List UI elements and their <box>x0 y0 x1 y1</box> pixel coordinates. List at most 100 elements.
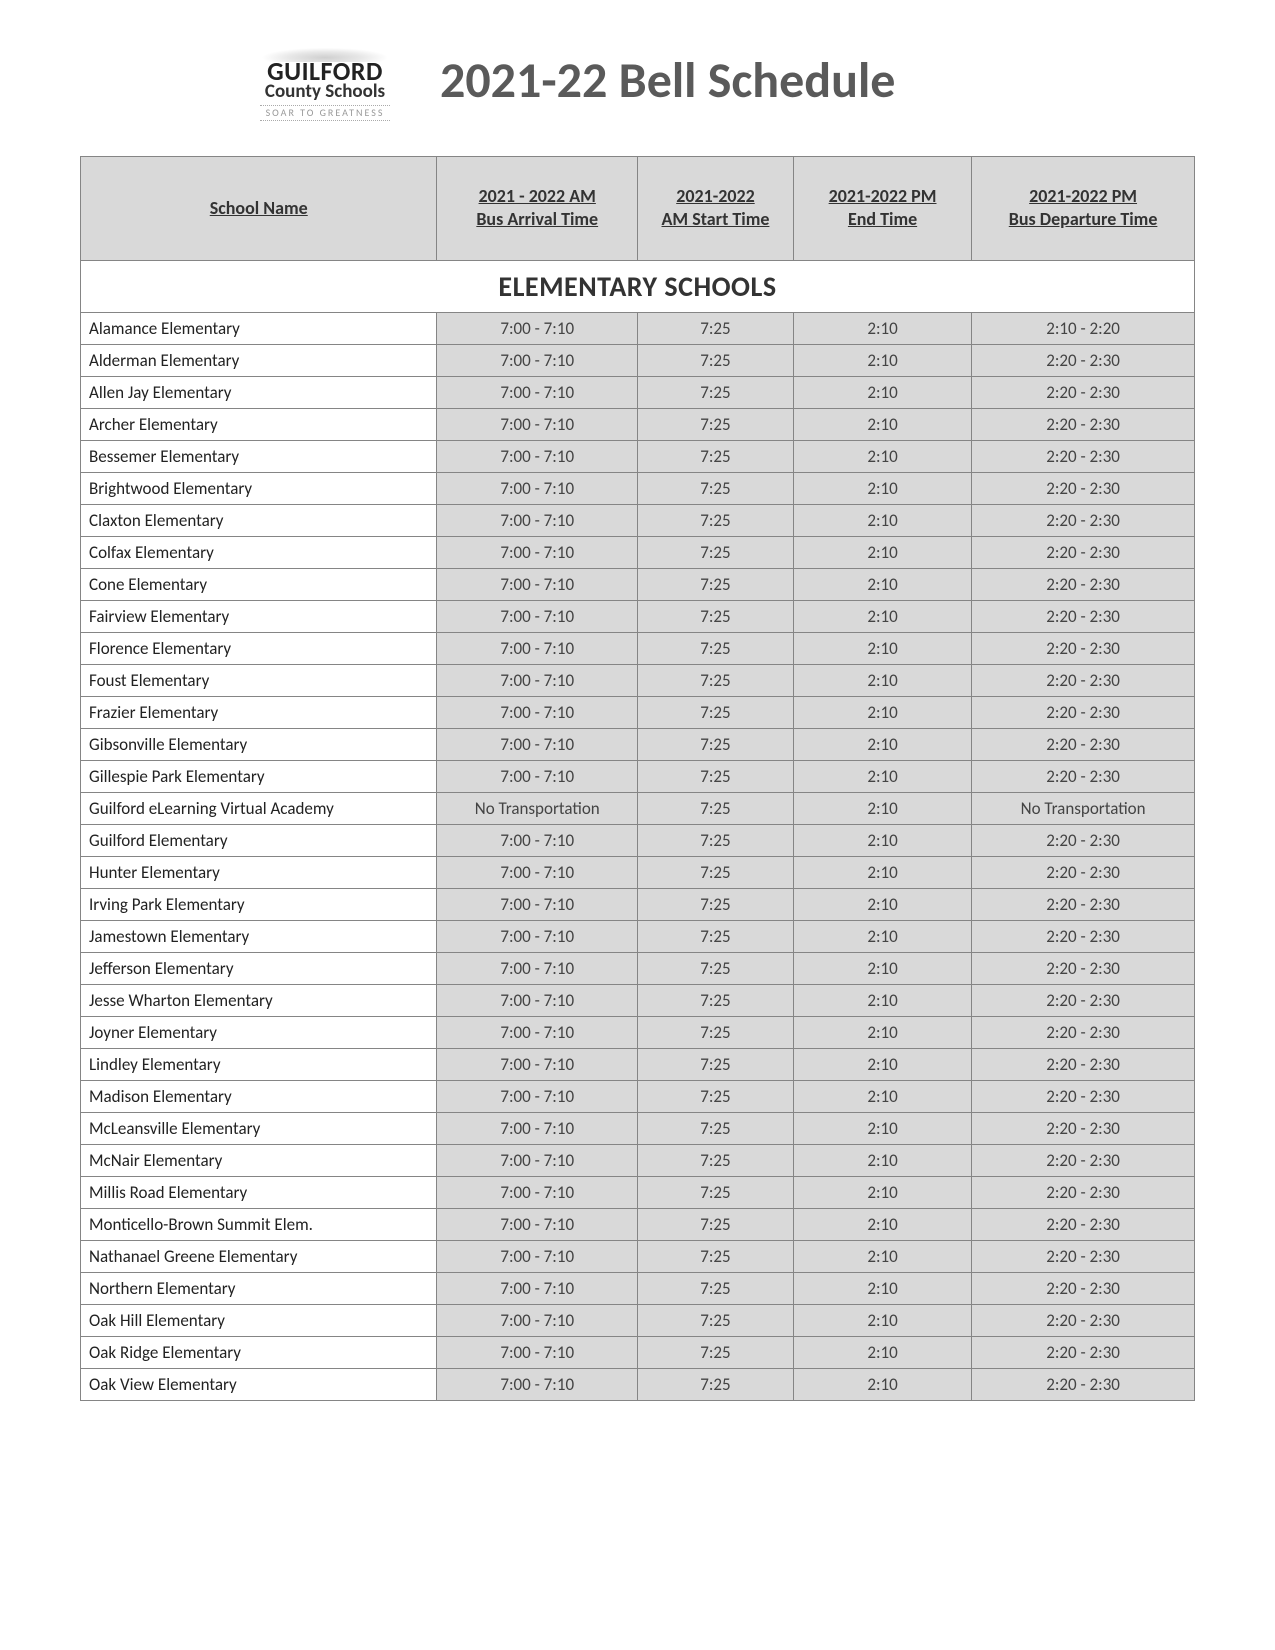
table-row: Claxton Elementary7:00 - 7:107:252:102:2… <box>81 504 1195 536</box>
time-cell: 7:25 <box>637 792 793 824</box>
time-cell: 2:20 - 2:30 <box>972 1144 1195 1176</box>
school-name-cell: Alderman Elementary <box>81 344 437 376</box>
time-cell: 2:10 <box>793 600 971 632</box>
table-row: Oak View Elementary7:00 - 7:107:252:102:… <box>81 1368 1195 1400</box>
school-name-cell: McLeansville Elementary <box>81 1112 437 1144</box>
table-row: Lindley Elementary7:00 - 7:107:252:102:2… <box>81 1048 1195 1080</box>
time-cell: 2:20 - 2:30 <box>972 568 1195 600</box>
time-cell: 7:00 - 7:10 <box>437 856 638 888</box>
time-cell: 7:00 - 7:10 <box>437 536 638 568</box>
time-cell: 2:20 - 2:30 <box>972 344 1195 376</box>
school-name-cell: Irving Park Elementary <box>81 888 437 920</box>
time-cell: 7:25 <box>637 1272 793 1304</box>
time-cell: 2:10 <box>793 920 971 952</box>
col-header-am-bus: 2021 - 2022 AMBus Arrival Time <box>437 157 638 261</box>
school-name-cell: Florence Elementary <box>81 632 437 664</box>
time-cell: 2:10 <box>793 1368 971 1400</box>
time-cell: 2:10 <box>793 376 971 408</box>
time-cell: 7:25 <box>637 376 793 408</box>
time-cell: 2:20 - 2:30 <box>972 376 1195 408</box>
table-row: McNair Elementary7:00 - 7:107:252:102:20… <box>81 1144 1195 1176</box>
school-name-cell: Madison Elementary <box>81 1080 437 1112</box>
time-cell: No Transportation <box>437 792 638 824</box>
time-cell: 2:20 - 2:30 <box>972 984 1195 1016</box>
time-cell: 2:20 - 2:30 <box>972 1112 1195 1144</box>
table-row: Archer Elementary7:00 - 7:107:252:102:20… <box>81 408 1195 440</box>
time-cell: 2:10 <box>793 1304 971 1336</box>
table-row: Gibsonville Elementary7:00 - 7:107:252:1… <box>81 728 1195 760</box>
time-cell: 2:20 - 2:30 <box>972 664 1195 696</box>
time-cell: 2:10 <box>793 632 971 664</box>
time-cell: 7:25 <box>637 600 793 632</box>
time-cell: 2:20 - 2:30 <box>972 888 1195 920</box>
time-cell: 7:00 - 7:10 <box>437 1304 638 1336</box>
time-cell: 2:20 - 2:30 <box>972 920 1195 952</box>
time-cell: 2:10 <box>793 856 971 888</box>
school-name-cell: Monticello-Brown Summit Elem. <box>81 1208 437 1240</box>
logo: GUILFORD County Schools SOAR TO GREATNES… <box>240 40 410 121</box>
school-name-cell: Allen Jay Elementary <box>81 376 437 408</box>
school-name-cell: Guilford Elementary <box>81 824 437 856</box>
time-cell: 2:20 - 2:30 <box>972 1016 1195 1048</box>
time-cell: 7:25 <box>637 728 793 760</box>
school-name-cell: Jamestown Elementary <box>81 920 437 952</box>
table-row: Frazier Elementary7:00 - 7:107:252:102:2… <box>81 696 1195 728</box>
school-name-cell: Guilford eLearning Virtual Academy <box>81 792 437 824</box>
time-cell: 7:25 <box>637 1016 793 1048</box>
page: GUILFORD County Schools SOAR TO GREATNES… <box>0 0 1275 1650</box>
time-cell: 7:25 <box>637 1368 793 1400</box>
time-cell: 7:25 <box>637 888 793 920</box>
time-cell: 2:10 <box>793 888 971 920</box>
time-cell: 7:00 - 7:10 <box>437 1368 638 1400</box>
time-cell: 2:10 <box>793 536 971 568</box>
time-cell: 7:00 - 7:10 <box>437 440 638 472</box>
school-name-cell: Oak Hill Elementary <box>81 1304 437 1336</box>
col-header-am-start: 2021-2022AM Start Time <box>637 157 793 261</box>
school-name-cell: Archer Elementary <box>81 408 437 440</box>
time-cell: 2:20 - 2:30 <box>972 728 1195 760</box>
time-cell: 7:00 - 7:10 <box>437 1272 638 1304</box>
time-cell: 7:00 - 7:10 <box>437 472 638 504</box>
school-name-cell: Hunter Elementary <box>81 856 437 888</box>
time-cell: 2:10 <box>793 1272 971 1304</box>
table-row: Foust Elementary7:00 - 7:107:252:102:20 … <box>81 664 1195 696</box>
time-cell: 7:00 - 7:10 <box>437 1336 638 1368</box>
time-cell: 7:00 - 7:10 <box>437 344 638 376</box>
time-cell: 2:20 - 2:30 <box>972 1176 1195 1208</box>
table-row: Northern Elementary7:00 - 7:107:252:102:… <box>81 1272 1195 1304</box>
time-cell: 2:10 <box>793 1112 971 1144</box>
table-row: Jefferson Elementary7:00 - 7:107:252:102… <box>81 952 1195 984</box>
time-cell: 2:10 <box>793 1080 971 1112</box>
table-row: Jamestown Elementary7:00 - 7:107:252:102… <box>81 920 1195 952</box>
time-cell: 7:00 - 7:10 <box>437 984 638 1016</box>
time-cell: 7:00 - 7:10 <box>437 696 638 728</box>
table-row: Bessemer Elementary7:00 - 7:107:252:102:… <box>81 440 1195 472</box>
time-cell: 7:25 <box>637 472 793 504</box>
time-cell: 7:00 - 7:10 <box>437 952 638 984</box>
time-cell: 7:25 <box>637 1176 793 1208</box>
time-cell: 7:25 <box>637 1112 793 1144</box>
time-cell: 2:20 - 2:30 <box>972 952 1195 984</box>
school-name-cell: Jesse Wharton Elementary <box>81 984 437 1016</box>
time-cell: 7:00 - 7:10 <box>437 664 638 696</box>
table-row: McLeansville Elementary7:00 - 7:107:252:… <box>81 1112 1195 1144</box>
table-row: Jesse Wharton Elementary7:00 - 7:107:252… <box>81 984 1195 1016</box>
time-cell: 7:25 <box>637 1240 793 1272</box>
time-cell: 2:10 <box>793 1240 971 1272</box>
table-row: Gillespie Park Elementary7:00 - 7:107:25… <box>81 760 1195 792</box>
time-cell: 2:10 <box>793 1016 971 1048</box>
time-cell: 7:00 - 7:10 <box>437 1144 638 1176</box>
school-name-cell: Oak Ridge Elementary <box>81 1336 437 1368</box>
time-cell: 7:25 <box>637 856 793 888</box>
school-name-cell: Brightwood Elementary <box>81 472 437 504</box>
time-cell: 2:10 <box>793 1144 971 1176</box>
time-cell: 2:20 - 2:30 <box>972 1208 1195 1240</box>
school-name-cell: Frazier Elementary <box>81 696 437 728</box>
time-cell: 7:00 - 7:10 <box>437 728 638 760</box>
table-row: Brightwood Elementary7:00 - 7:107:252:10… <box>81 472 1195 504</box>
table-row: Millis Road Elementary7:00 - 7:107:252:1… <box>81 1176 1195 1208</box>
time-cell: 2:20 - 2:30 <box>972 472 1195 504</box>
time-cell: 7:25 <box>637 696 793 728</box>
time-cell: 2:20 - 2:30 <box>972 760 1195 792</box>
table-body: Alamance Elementary7:00 - 7:107:252:102:… <box>81 312 1195 1400</box>
